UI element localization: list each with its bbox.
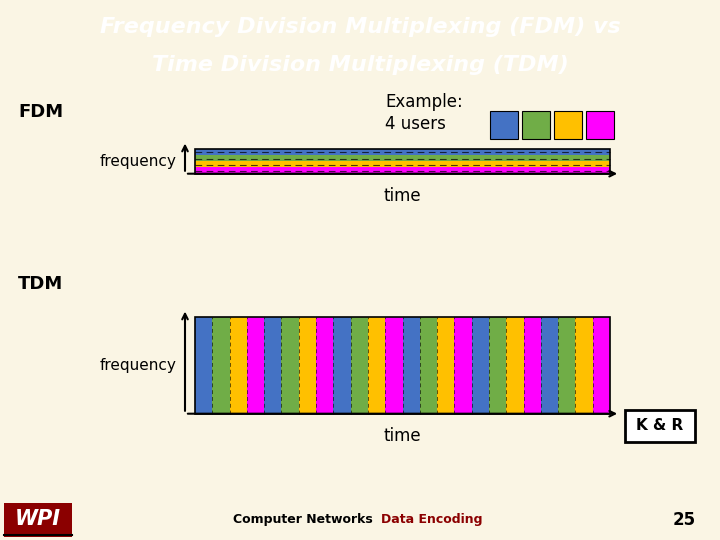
Bar	[247, 316, 264, 414]
Bar	[264, 316, 282, 414]
Bar	[195, 148, 610, 174]
Text: time: time	[384, 427, 421, 445]
Bar	[195, 316, 212, 414]
Bar	[195, 148, 610, 155]
Bar	[541, 316, 558, 414]
Bar	[454, 316, 472, 414]
Bar	[490, 111, 518, 139]
Text: K & R: K & R	[636, 418, 683, 433]
Text: frequency: frequency	[100, 154, 177, 168]
Text: FDM: FDM	[18, 103, 63, 121]
Text: 25: 25	[672, 511, 696, 529]
Text: Example:: Example:	[385, 93, 463, 111]
Bar	[195, 155, 610, 161]
Bar	[195, 161, 610, 167]
Text: Frequency Division Multiplexing (FDM) vs: Frequency Division Multiplexing (FDM) vs	[99, 17, 621, 37]
Bar	[522, 111, 550, 139]
Text: Computer Networks: Computer Networks	[233, 513, 372, 526]
Bar	[554, 111, 582, 139]
Bar	[333, 316, 351, 414]
Bar	[575, 316, 593, 414]
Bar	[4, 503, 72, 537]
Bar	[506, 316, 523, 414]
Bar	[282, 316, 299, 414]
Bar	[402, 316, 420, 414]
Bar	[472, 316, 489, 414]
Bar	[625, 410, 695, 442]
Bar	[385, 316, 402, 414]
Bar	[299, 316, 316, 414]
Bar	[437, 316, 454, 414]
Text: 4 users: 4 users	[385, 114, 446, 133]
Text: Data Encoding: Data Encoding	[382, 513, 482, 526]
Bar	[489, 316, 506, 414]
Bar	[368, 316, 385, 414]
Bar	[316, 316, 333, 414]
Bar	[351, 316, 368, 414]
Text: time: time	[384, 187, 421, 205]
Bar	[593, 316, 610, 414]
Bar	[586, 111, 614, 139]
Text: TDM: TDM	[18, 275, 63, 293]
Bar	[523, 316, 541, 414]
Text: Time Division Multiplexing (TDM): Time Division Multiplexing (TDM)	[152, 55, 568, 75]
Bar	[420, 316, 437, 414]
Bar	[230, 316, 247, 414]
Bar	[195, 316, 610, 414]
Bar	[195, 167, 610, 174]
Bar	[212, 316, 230, 414]
Text: frequency: frequency	[100, 357, 177, 373]
Text: WPI: WPI	[14, 509, 60, 529]
Bar	[558, 316, 575, 414]
